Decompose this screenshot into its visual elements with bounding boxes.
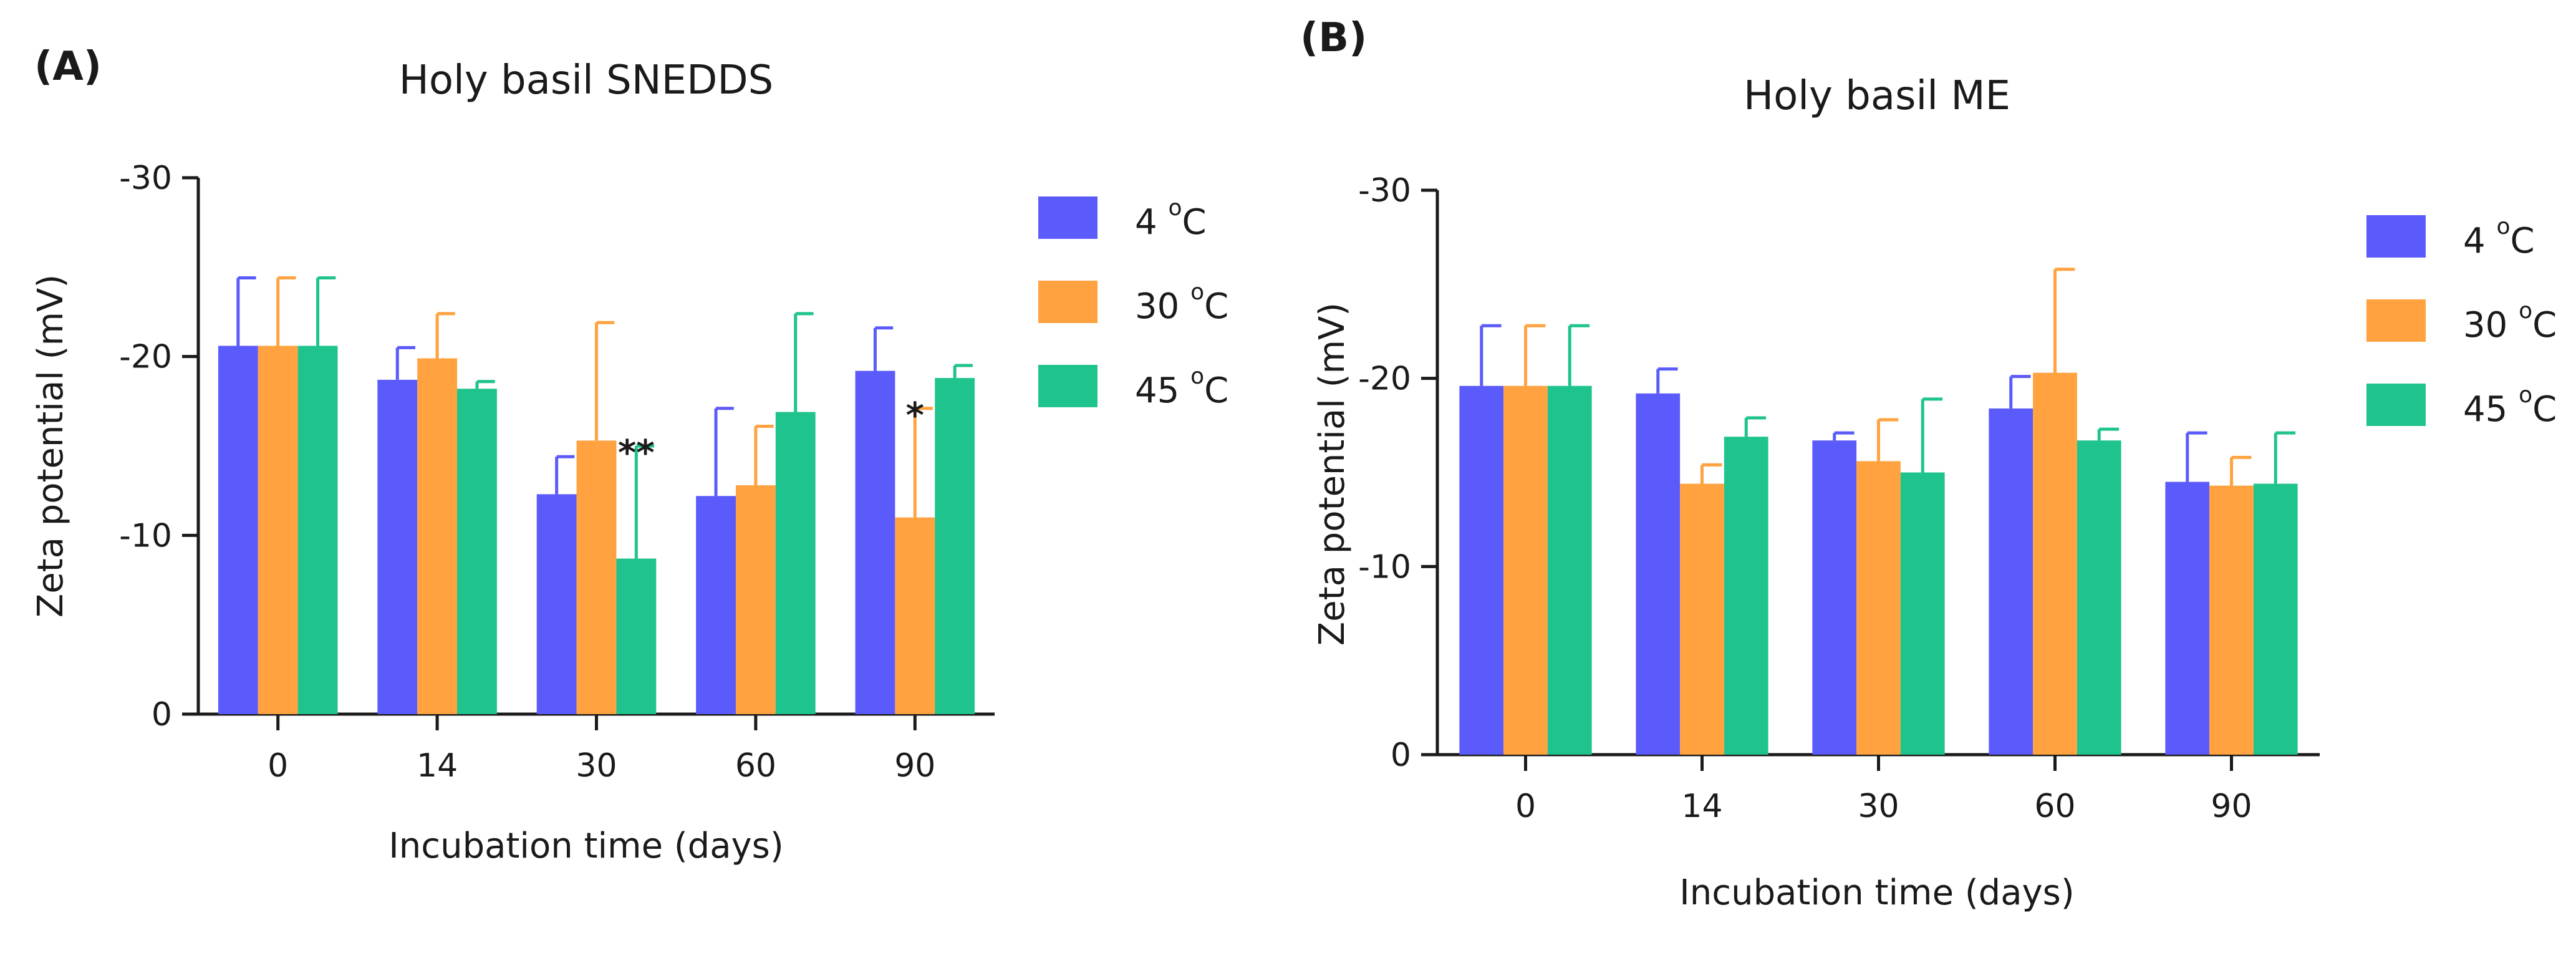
y-tick-label: -20 bbox=[1358, 360, 1411, 398]
legend-value: 45 bbox=[1135, 370, 1190, 411]
legend-unit: C bbox=[2510, 221, 2534, 261]
legend-value: 45 bbox=[2463, 389, 2519, 430]
bar-30c-day-60 bbox=[735, 485, 776, 714]
bar-4c-day-60 bbox=[696, 496, 736, 714]
legend-value: 30 bbox=[1135, 286, 1190, 327]
bar-30c-day-90 bbox=[2209, 485, 2254, 755]
bar-45c-day-60 bbox=[775, 412, 816, 714]
x-axis-title: Incubation time (days) bbox=[388, 826, 783, 866]
bar-4c-day-0 bbox=[1459, 385, 1504, 755]
bar-45c-day-0 bbox=[297, 346, 338, 714]
bar-45c-day-14 bbox=[457, 389, 497, 714]
x-tick-label: 60 bbox=[735, 747, 776, 785]
legend-unit: C bbox=[1204, 286, 1228, 327]
legend-degree: o bbox=[1190, 279, 1204, 305]
chart-title: Holy basil SNEDDS bbox=[399, 57, 774, 104]
bar-45c-day-30 bbox=[616, 558, 657, 714]
bar-30c-day-14 bbox=[1680, 483, 1724, 755]
legend-unit: C bbox=[1182, 202, 1206, 243]
bar-4c-day-30 bbox=[1812, 440, 1857, 755]
legend-swatch bbox=[1038, 365, 1097, 407]
y-axis-title: Zeta potential (mV) bbox=[1312, 302, 1353, 646]
legend-degree: o bbox=[2519, 298, 2532, 324]
y-tick-label: 0 bbox=[152, 696, 172, 733]
legend-swatch bbox=[2366, 215, 2426, 258]
y-tick-label: -10 bbox=[119, 517, 172, 554]
y-axis-title: Zeta potential (mV) bbox=[31, 274, 71, 617]
y-tick-label: -30 bbox=[119, 160, 172, 197]
bar-30c-day-30 bbox=[576, 440, 617, 714]
panel-label: (B) bbox=[1300, 15, 1367, 61]
legend-degree: o bbox=[2519, 382, 2532, 408]
legend-swatch bbox=[2366, 384, 2426, 426]
panel-b: (B) Holy basil ME 0 -10 -20 -30 Zeta potential… bbox=[1300, 15, 2557, 913]
bar-4c-day-90 bbox=[855, 370, 895, 714]
legend-value: 4 bbox=[2463, 221, 2496, 261]
legend-swatch bbox=[1038, 196, 1097, 239]
legend-label: 45 oC bbox=[1135, 364, 1228, 411]
legend-label: 4 oC bbox=[1135, 195, 1207, 243]
bar-30c-day-14 bbox=[417, 358, 458, 714]
x-tick-label: 0 bbox=[1515, 788, 1536, 825]
bar-4c-day-60 bbox=[1989, 408, 2033, 755]
x-tick-label: 90 bbox=[894, 747, 935, 785]
x-tick-label: 14 bbox=[417, 747, 458, 785]
bar-45c-day-90 bbox=[935, 378, 975, 714]
significance-marker: ** bbox=[618, 433, 655, 473]
legend-degree: o bbox=[1190, 364, 1204, 389]
bar-4c-day-14 bbox=[1636, 393, 1681, 755]
bar-4c-day-14 bbox=[377, 379, 418, 714]
legend-label: 45 oC bbox=[2463, 382, 2557, 430]
bar-4c-day-90 bbox=[2165, 481, 2210, 755]
legend-unit: C bbox=[2532, 389, 2557, 430]
x-tick-label: 14 bbox=[1681, 788, 1722, 825]
x-tick-label: 0 bbox=[268, 747, 288, 785]
x-tick-label: 90 bbox=[2211, 788, 2252, 825]
legend-degree: o bbox=[2496, 214, 2510, 239]
legend-label: 30 oC bbox=[1135, 279, 1228, 327]
chart-title: Holy basil ME bbox=[1744, 73, 2010, 119]
bar-4c-day-0 bbox=[218, 346, 258, 714]
y-tick-label: 0 bbox=[1391, 737, 1411, 774]
significance-marker: * bbox=[906, 395, 924, 436]
x-tick-label: 60 bbox=[2034, 788, 2075, 825]
legend-label: 4 oC bbox=[2463, 214, 2535, 261]
y-tick-label: -10 bbox=[1358, 548, 1411, 586]
y-tick-label: -30 bbox=[1358, 172, 1411, 210]
x-tick-label: 30 bbox=[576, 747, 617, 785]
panel-a: (A) Holy basil SNEDDS 0 -10 -20 -30 Zeta poten… bbox=[31, 44, 1228, 866]
panel-label: (A) bbox=[34, 44, 102, 90]
bar-45c-day-90 bbox=[2253, 483, 2298, 755]
y-tick-label: -20 bbox=[119, 339, 172, 376]
bar-45c-day-30 bbox=[1900, 472, 1945, 755]
bar-30c-day-90 bbox=[895, 517, 935, 714]
bar-4c-day-30 bbox=[536, 494, 577, 714]
legend-swatch bbox=[1038, 281, 1097, 323]
bar-30c-day-30 bbox=[1856, 461, 1901, 755]
bar-30c-day-0 bbox=[258, 346, 298, 714]
legend-label: 30 oC bbox=[2463, 298, 2557, 346]
legend-swatch bbox=[2366, 299, 2426, 342]
legend-unit: C bbox=[2532, 305, 2557, 346]
bar-30c-day-0 bbox=[1503, 385, 1548, 755]
legend-value: 30 bbox=[2463, 305, 2519, 346]
bar-30c-day-60 bbox=[2033, 372, 2077, 755]
x-axis-title: Incubation time (days) bbox=[1679, 873, 2074, 913]
bar-45c-day-14 bbox=[1724, 437, 1768, 755]
legend-value: 4 bbox=[1135, 202, 1168, 243]
bar-45c-day-0 bbox=[1547, 385, 1592, 755]
x-tick-label: 30 bbox=[1858, 788, 1899, 825]
legend-unit: C bbox=[1204, 370, 1228, 411]
bar-45c-day-60 bbox=[2077, 440, 2121, 755]
legend-degree: o bbox=[1168, 195, 1182, 221]
